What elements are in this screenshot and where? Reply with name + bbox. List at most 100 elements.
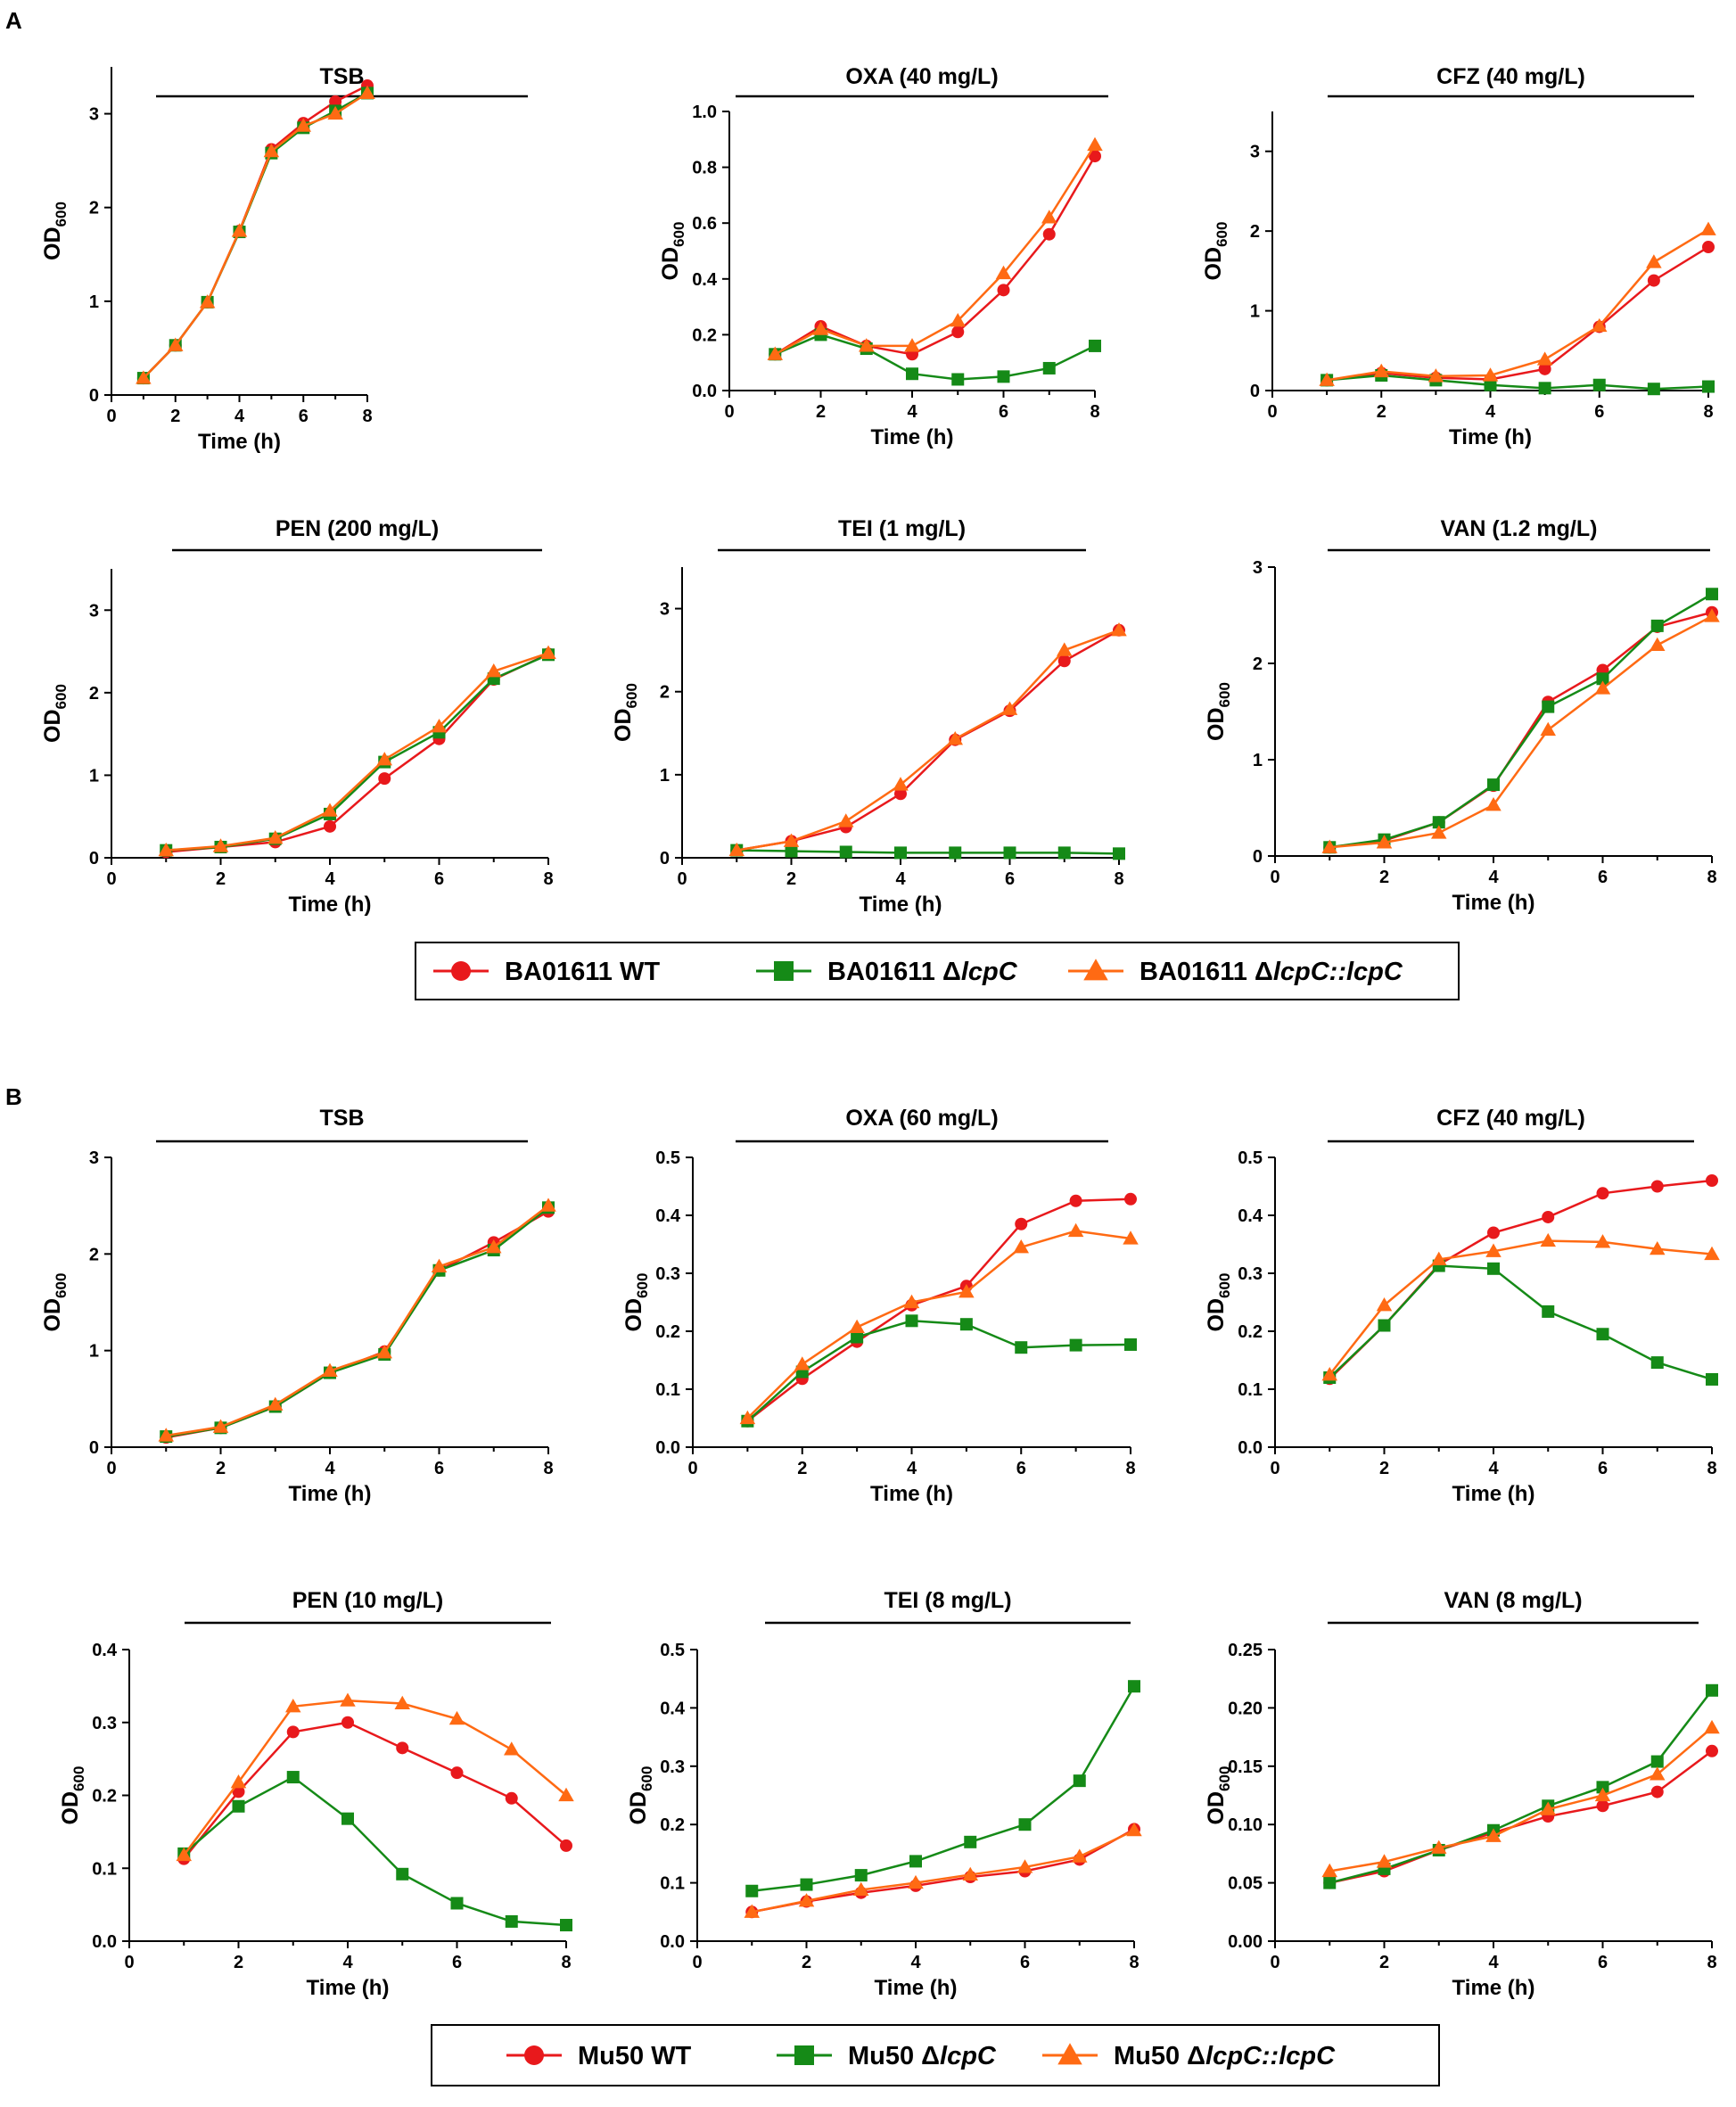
- data-point: [1542, 1305, 1555, 1318]
- x-axis-label: Time (h): [1452, 1482, 1535, 1506]
- data-point: [1485, 1828, 1502, 1842]
- x-tick-label: 4: [234, 407, 245, 426]
- data-point: [322, 1362, 338, 1377]
- data-point: [359, 85, 375, 100]
- series-line: [1329, 1264, 1713, 1381]
- series-line: [1329, 1749, 1713, 1884]
- y-tick-label: 2: [89, 199, 99, 218]
- x-axis-label: Time (h): [875, 1976, 958, 2000]
- x-axis-label: Time (h): [289, 893, 372, 917]
- y-tick-label: 0.20: [1228, 1699, 1263, 1718]
- series-2: [728, 622, 1127, 857]
- data-point: [1704, 1246, 1720, 1261]
- x-tick-label: 2: [816, 402, 826, 422]
- y-tick-label: 1: [89, 766, 99, 786]
- data-point: [1089, 150, 1101, 163]
- series-line: [142, 92, 368, 379]
- series-2: [1319, 221, 1716, 386]
- data-point: [560, 1839, 572, 1852]
- y-tick-label: 0.2: [692, 325, 717, 345]
- chart-0: TSB 0 2 4 6 8 0 1 2 3 Time (h) OD600: [40, 64, 528, 454]
- y-tick-label: 2: [89, 1245, 99, 1264]
- x-tick-label: 6: [1594, 402, 1604, 422]
- y-axis-label: OD600: [626, 1766, 655, 1825]
- data-point: [558, 1787, 574, 1802]
- legend-item: BA01611 ΔlcpC::lcpC: [1068, 958, 1403, 986]
- data-point: [1650, 1755, 1664, 1768]
- data-point: [949, 846, 962, 860]
- chart-title: PEN (200 mg/L): [276, 516, 439, 541]
- data-point: [1596, 672, 1609, 686]
- y-tick-label: 0.3: [1238, 1264, 1263, 1284]
- series-1: [745, 1680, 1140, 1897]
- data-point: [905, 1314, 918, 1328]
- legend-label: Mu50 ΔlcpC: [848, 2042, 997, 2070]
- y-tick-label: 0.1: [660, 1874, 685, 1894]
- x-tick-label: 8: [1129, 1953, 1139, 1972]
- data-point: [1013, 1239, 1029, 1254]
- data-point: [1536, 351, 1553, 366]
- data-point: [1594, 680, 1611, 695]
- x-tick-label: 2: [786, 869, 796, 889]
- y-axis-label: OD600: [58, 1766, 87, 1825]
- data-point: [341, 1716, 354, 1729]
- x-tick-label: 0: [1270, 1953, 1279, 1972]
- y-tick-label: 0.25: [1228, 1641, 1263, 1660]
- data-point: [1702, 241, 1715, 254]
- data-point: [964, 1835, 977, 1848]
- data-point: [324, 819, 336, 833]
- data-point: [1538, 382, 1551, 395]
- series-2: [136, 85, 375, 384]
- x-tick-label: 8: [362, 407, 372, 426]
- data-point: [906, 367, 918, 381]
- data-point: [295, 118, 311, 132]
- data-point: [1319, 372, 1335, 386]
- data-point: [231, 223, 248, 237]
- data-point: [1431, 1251, 1447, 1265]
- series-line: [1329, 1239, 1713, 1376]
- data-point: [1001, 701, 1018, 715]
- chart-8: CFZ (40 mg/L) 0 2 4 6 8 0.0 0.1 0.2 0.3 0.4 0.5 Time…: [1204, 1106, 1720, 1506]
- chart-title: OXA (60 mg/L): [845, 1106, 998, 1131]
- data-point: [1647, 383, 1660, 396]
- chart-title: TEI (8 mg/L): [884, 1588, 1011, 1613]
- data-point: [1704, 1719, 1720, 1734]
- x-tick-label: 6: [999, 402, 1008, 422]
- data-point: [341, 1812, 354, 1825]
- chart-2: CFZ (40 mg/L) 0 2 4 6 8 0 1 2 3 Time (h) OD600: [1201, 64, 1716, 449]
- data-point: [1057, 642, 1073, 656]
- y-tick-label: 0.4: [692, 270, 718, 290]
- data-point: [1089, 339, 1101, 352]
- data-point: [1706, 1744, 1718, 1757]
- data-point: [1702, 380, 1715, 393]
- data-point: [168, 337, 184, 351]
- data-point: [1123, 1230, 1139, 1245]
- data-point: [378, 772, 391, 786]
- data-point: [853, 1881, 869, 1897]
- data-point: [1073, 1774, 1086, 1788]
- data-point: [1427, 368, 1444, 383]
- data-point: [1113, 847, 1125, 860]
- series-1: [160, 648, 555, 857]
- y-tick-label: 3: [89, 1148, 99, 1168]
- series-1: [769, 328, 1101, 386]
- legend-label: Mu50 WT: [578, 2042, 692, 2070]
- series-line: [736, 629, 1120, 852]
- data-point: [1540, 721, 1556, 737]
- data-point: [1706, 588, 1718, 601]
- x-tick-label: 6: [434, 869, 444, 889]
- y-tick-label: 2: [660, 683, 670, 703]
- data-point: [1542, 700, 1555, 713]
- y-axis-label: OD600: [1204, 1766, 1233, 1825]
- data-point: [728, 842, 745, 857]
- y-axis-label: OD600: [40, 684, 70, 743]
- y-tick-label: 0: [1253, 847, 1263, 867]
- data-point: [212, 1419, 229, 1433]
- y-tick-label: 0.05: [1228, 1874, 1263, 1894]
- data-point: [785, 844, 798, 858]
- data-point: [908, 1874, 924, 1889]
- data-point: [767, 346, 783, 360]
- x-tick-label: 6: [1598, 868, 1608, 887]
- data-point: [1015, 1217, 1028, 1230]
- data-point: [1069, 1338, 1082, 1352]
